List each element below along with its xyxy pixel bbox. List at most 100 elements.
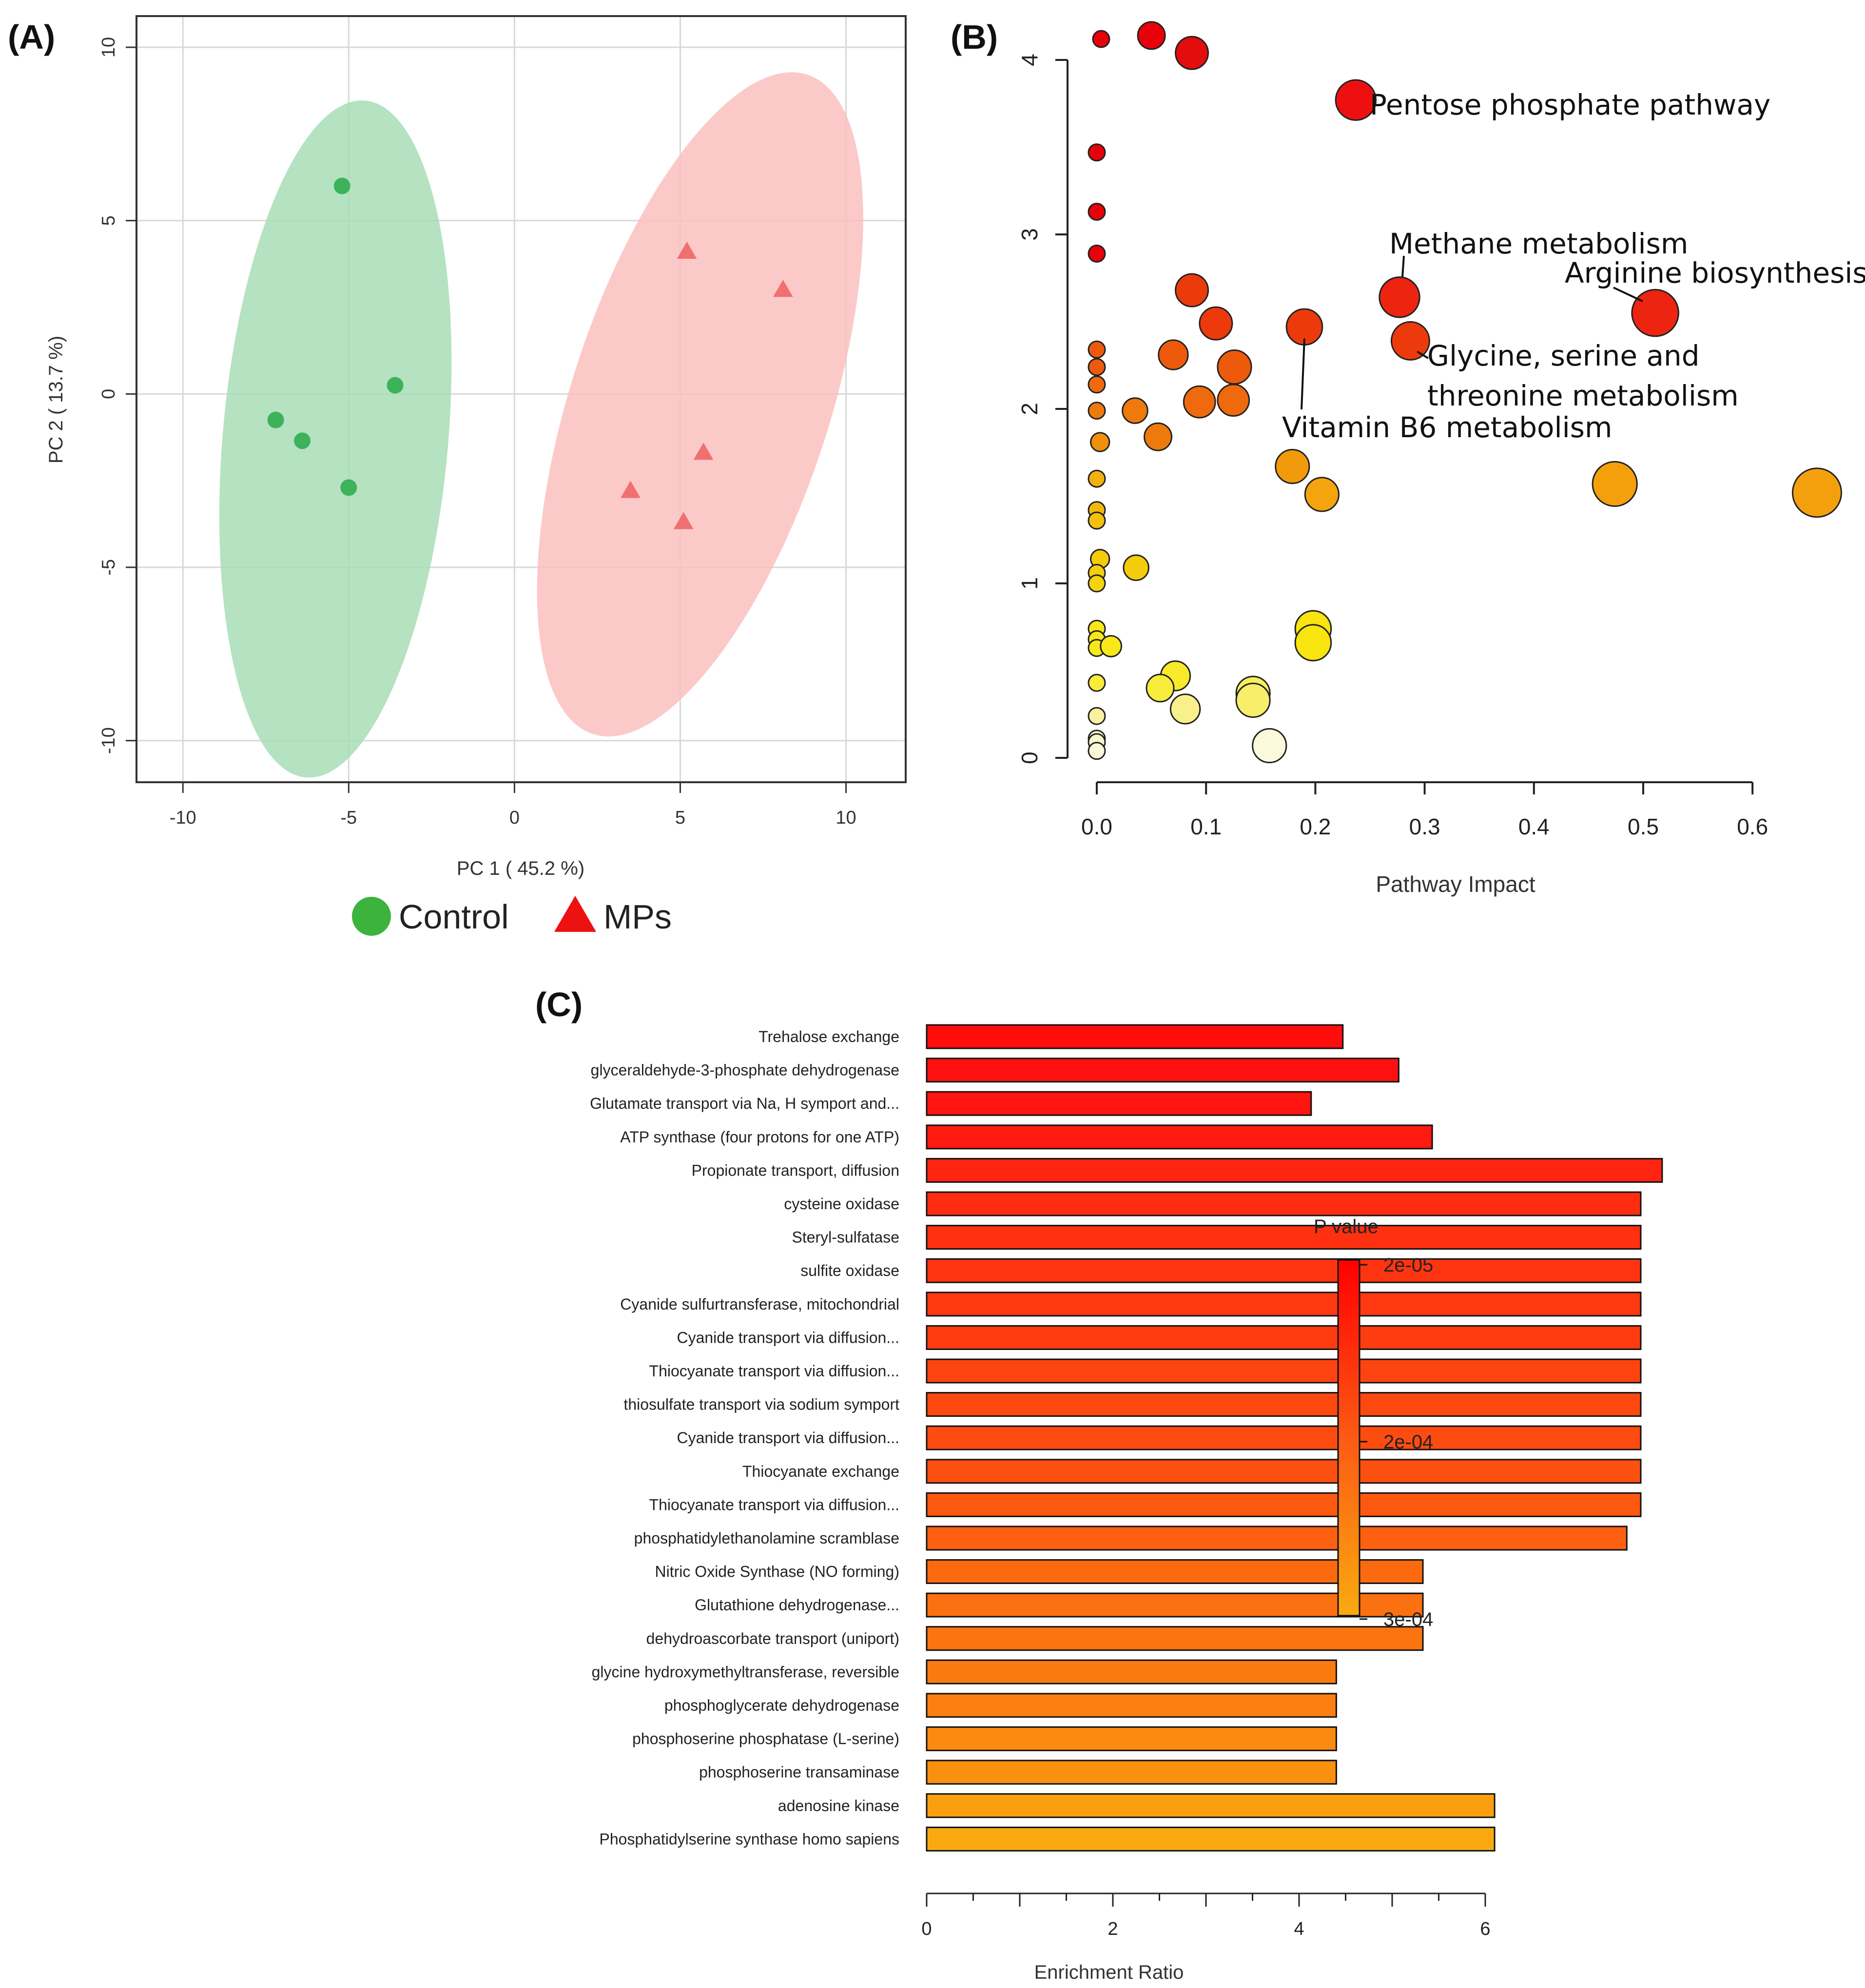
enrichment-category-label: glyceraldehyde-3-phosphate dehydrogenase	[591, 1062, 899, 1079]
enrichment-bar	[926, 1626, 1424, 1651]
enrichment-bar	[926, 1392, 1642, 1417]
enrichment-category-label: Thiocyanate transport via diffusion...	[649, 1362, 899, 1380]
pathway-bubble	[1294, 624, 1332, 662]
pathway-annotation-leader	[1417, 350, 1429, 359]
pathway-x-tick-label: 0.5	[1628, 814, 1659, 839]
pathway-bubble	[1088, 402, 1106, 420]
enrichment-category-label: phosphoglycerate dehydrogenase	[664, 1697, 899, 1714]
panel-label-a: (A)	[8, 18, 55, 56]
enrichment-category-label: Steryl-sulfatase	[792, 1229, 899, 1246]
pca-x-ticks: -10 -5 0 5 10	[170, 782, 856, 828]
pathway-bubble	[1791, 467, 1842, 518]
colorbar-tick-label: 2e-04	[1383, 1431, 1433, 1453]
pca-y-ticks: -10 -5 0 5 10	[98, 37, 136, 754]
legend-control-label: Control	[399, 898, 509, 936]
pathway-y-tick-label: 1	[1017, 577, 1042, 590]
enrichment-x-tick-label: 0	[921, 1919, 932, 1939]
pca-point-mps	[621, 481, 641, 498]
pathway-bubble	[1379, 276, 1420, 318]
pathway-y-tick-label: 2	[1017, 403, 1042, 415]
pathway-bubble	[1088, 375, 1106, 394]
pathway-annotation-leader	[1301, 338, 1305, 410]
enrichment-x-tick-label: 4	[1294, 1919, 1304, 1939]
pathway-bubble	[1137, 21, 1166, 50]
pathway-annotation-label: Methane metabolism	[1389, 227, 1688, 260]
colorbar-title: P value	[1314, 1216, 1379, 1237]
colorbar-tick-label: 3e-04	[1383, 1609, 1433, 1630]
pathway-x-tick-label: 0.2	[1300, 814, 1331, 839]
pathway-bubble	[1088, 202, 1106, 221]
pathway-bubble	[1092, 30, 1110, 48]
pathway-annotation-leaders	[1301, 255, 1643, 410]
pathway-bubble	[1088, 574, 1106, 593]
pca-point-control	[340, 479, 357, 496]
enrichment-category-label: phosphatidylethanolamine scramblase	[634, 1529, 899, 1547]
pathway-annotation-label: Pentose phosphate pathway	[1370, 88, 1770, 121]
pca-x-tick-label: -5	[340, 808, 357, 828]
legend-control-marker	[352, 897, 391, 936]
pca-point-mps	[693, 443, 714, 460]
pca-ellipse-control	[219, 100, 452, 778]
enrichment-bar	[926, 1225, 1642, 1250]
pathway-bubbles	[1088, 21, 1842, 764]
pca-point-control	[294, 432, 311, 449]
enrichment-category-label: Thiocyanate exchange	[742, 1463, 899, 1480]
pca-y-axis-title: PC 2 ( 13.7 %)	[45, 336, 67, 463]
pathway-bubble	[1088, 244, 1106, 263]
panel-label-c: (C)	[535, 985, 583, 1023]
enrichment-x-tick-label: 2	[1107, 1919, 1118, 1939]
pathway-bubble	[1088, 340, 1106, 359]
enrichment-bar	[926, 1091, 1312, 1116]
enrichment-bar	[926, 1358, 1642, 1384]
enrichment-bar	[926, 1258, 1642, 1283]
pca-x-tick-label: 10	[835, 808, 856, 828]
pathway-bubble	[1088, 143, 1106, 162]
enrichment-bar	[926, 1024, 1344, 1049]
pathway-bubble	[1175, 36, 1209, 70]
pathway-x-tick-label: 0.0	[1081, 814, 1112, 839]
pathway-annotation-label: Glycine, serine and	[1427, 339, 1700, 372]
pca-point-control	[333, 177, 350, 194]
pca-y-tick-label: 10	[98, 37, 119, 58]
pca-y-tick-label: -5	[98, 559, 119, 576]
enrichment-category-label: Cyanide transport via diffusion...	[677, 1429, 899, 1447]
pathway-bubble	[1088, 742, 1106, 760]
pathway-x-tick-label: 0.3	[1409, 814, 1440, 839]
enrichment-x-tick-label: 6	[1480, 1919, 1490, 1939]
pca-point-mps	[677, 241, 697, 259]
pathway-annotation-leader	[1401, 255, 1405, 277]
pca-y-tick-label: 5	[98, 215, 119, 226]
pathway-bubble	[1122, 397, 1148, 424]
enrichment-bars	[926, 1024, 1663, 1852]
pathway-bubble	[1088, 674, 1106, 692]
enrichment-bar	[926, 1058, 1399, 1083]
enrichment-category-label: adenosine kinase	[778, 1797, 899, 1814]
enrichment-category-label: Phosphatidylserine synthase homo sapiens	[600, 1830, 899, 1848]
pathway-impact-plot: 0 1 2 3 4 0.0 0.1 0.2 0.3 0.4 0.5 0.6 Pentose phosp…	[1017, 21, 1865, 897]
enrichment-category-label: glycine hydroxymethyltransferase, revers…	[592, 1663, 899, 1680]
legend-mps-marker	[554, 896, 596, 932]
enrichment-category-label: phosphoserine transaminase	[699, 1763, 899, 1781]
pathway-bubble	[1390, 321, 1430, 361]
enrichment-category-label: Thiocyanate transport via diffusion...	[649, 1496, 899, 1513]
pca-point-control	[267, 411, 284, 428]
enrichment-category-label: dehydroascorbate transport (uniport)	[646, 1630, 899, 1647]
enrichment-x-axis-title: Enrichment Ratio	[1034, 1962, 1184, 1983]
pathway-bubble	[1169, 694, 1201, 725]
pca-plot-frame	[136, 15, 907, 783]
pca-point-control	[387, 377, 404, 394]
pathway-bubble	[1175, 273, 1209, 308]
pca-score-plot: -10 -5 0 5 10 -10 -5 0 5 10 PC 1 ( 45.2 %) PC 2 …	[45, 15, 907, 936]
enrichment-x-axis: 0 2 4 6	[921, 1892, 1491, 1939]
colorbar-tick-label: 2e-05	[1383, 1255, 1433, 1276]
pathway-bubble	[1183, 385, 1216, 419]
pca-points	[267, 177, 793, 529]
pathway-bubble	[1335, 79, 1377, 121]
pathway-annotation-leader	[1613, 287, 1643, 302]
pathway-annotation-label: Vitamin B6 metabolism	[1282, 411, 1612, 444]
pathway-y-tick-label: 3	[1017, 228, 1042, 241]
pathway-bubble	[1123, 554, 1150, 581]
enrichment-category-label: Nitric Oxide Synthase (NO forming)	[655, 1563, 899, 1581]
pca-y-tick-label: 0	[98, 389, 119, 399]
